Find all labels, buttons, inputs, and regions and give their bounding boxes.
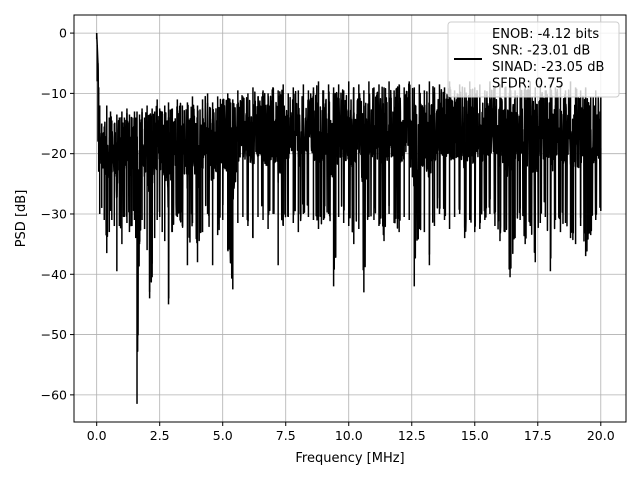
x-tick-label: 20.0 bbox=[587, 428, 615, 443]
legend-entry-sfdr: SFDR: 0.75 bbox=[492, 77, 564, 92]
y-axis-label: PSD [dB] bbox=[14, 190, 29, 248]
x-tick-label: 17.5 bbox=[524, 428, 552, 443]
x-tick-label: 0.0 bbox=[87, 428, 107, 443]
axes-frame bbox=[73, 14, 627, 423]
x-tick-label: 7.5 bbox=[276, 428, 296, 443]
y-tick-label: −40 bbox=[41, 267, 67, 282]
y-tick-label: −30 bbox=[41, 206, 67, 221]
y-tick-label: −50 bbox=[41, 327, 67, 342]
y-tick-label: −20 bbox=[41, 146, 67, 161]
legend-box bbox=[447, 21, 620, 98]
x-tick-label: 2.5 bbox=[150, 428, 170, 443]
y-tick-label: 0 bbox=[59, 26, 67, 41]
y-tick-label: −10 bbox=[41, 86, 67, 101]
ticks: 0.0 2.5 5.0 7.5 10.0 12.5 15.0 17.5 20.0 0 −10 −20 −… bbox=[41, 26, 615, 443]
x-axis-label: Frequency [MHz] bbox=[295, 451, 404, 466]
plot-area bbox=[95, 33, 602, 404]
legend-entry-snr: SNR: -23.01 dB bbox=[492, 44, 590, 59]
y-tick-label: −60 bbox=[41, 387, 67, 402]
legend: ENOB: -4.12 bits SNR: -23.01 dB SINAD: -… bbox=[447, 21, 620, 98]
legend-entry-sinad: SINAD: -23.05 dB bbox=[492, 60, 604, 75]
legend-entry-enob: ENOB: -4.12 bits bbox=[492, 27, 599, 42]
x-tick-label: 12.5 bbox=[398, 428, 426, 443]
x-tick-label: 10.0 bbox=[335, 428, 363, 443]
x-tick-label: 15.0 bbox=[461, 428, 489, 443]
x-tick-label: 5.0 bbox=[213, 428, 233, 443]
